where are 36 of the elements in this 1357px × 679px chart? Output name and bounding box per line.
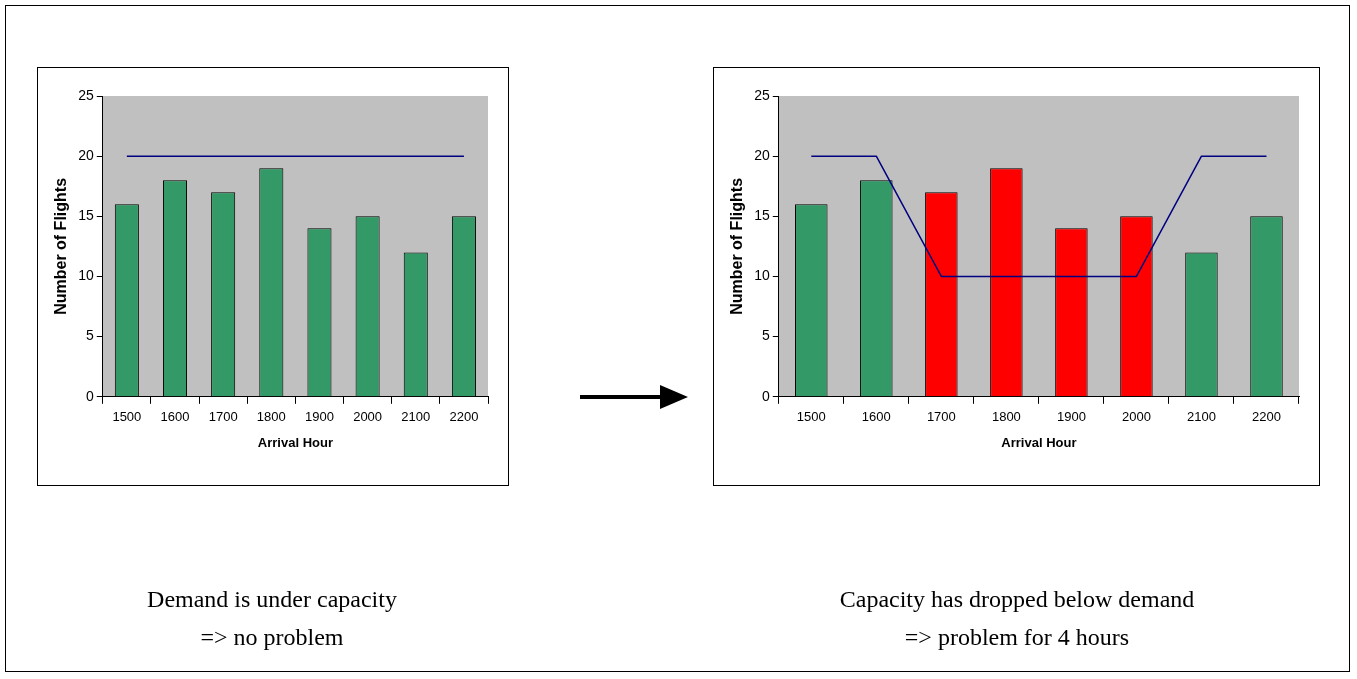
y-tick-label: 25 <box>78 86 94 103</box>
x-tick-label: 2200 <box>1252 409 1281 425</box>
y-tick-label: 5 <box>761 327 770 344</box>
x-tick-label: 1900 <box>1056 409 1086 425</box>
text: => problem for 4 hours <box>903 623 1131 652</box>
x-tick-label: 1600 <box>160 409 190 425</box>
y-tick-label: 25 <box>754 86 770 103</box>
x-tick-label: 2100 <box>1187 409 1216 425</box>
x-tick-label: 2000 <box>1121 409 1151 425</box>
y-tick-label: 0 <box>761 387 770 404</box>
x-tick-label: 1800 <box>256 409 286 425</box>
y-tick-label: 5 <box>85 327 94 344</box>
y-tick-label: 20 <box>754 147 770 164</box>
x-tick-label: 1500 <box>112 409 142 425</box>
y-tick-label: 20 <box>78 147 94 164</box>
y-axis-title: Number of Flights <box>728 177 746 315</box>
x-tick-label: 1600 <box>861 409 891 425</box>
y-axis-title: Number of Flights <box>52 177 70 315</box>
text: Demand is under capacity <box>146 585 398 614</box>
y-tick-label: 15 <box>754 207 770 224</box>
y-tick-label: 10 <box>78 267 94 284</box>
x-tick-label: 1900 <box>305 409 334 425</box>
y-tick-label: 0 <box>85 387 94 404</box>
x-tick-label: 1700 <box>208 409 238 425</box>
x-tick-label: 1700 <box>926 409 956 425</box>
x-tick-label: 2000 <box>353 409 383 425</box>
y-tick-label: 15 <box>78 207 94 224</box>
x-tick-label: 2100 <box>401 409 431 425</box>
y-tick-label: 10 <box>754 267 770 284</box>
text: => no problem <box>199 623 345 652</box>
x-axis-title: Arrival Hour <box>257 434 333 450</box>
text: Capacity has dropped below demand <box>838 585 1196 614</box>
x-axis-title: Arrival Hour <box>1001 434 1077 450</box>
x-tick-label: 1500 <box>796 409 826 425</box>
x-tick-label: 1800 <box>991 409 1021 425</box>
x-tick-label: 2200 <box>449 409 479 425</box>
